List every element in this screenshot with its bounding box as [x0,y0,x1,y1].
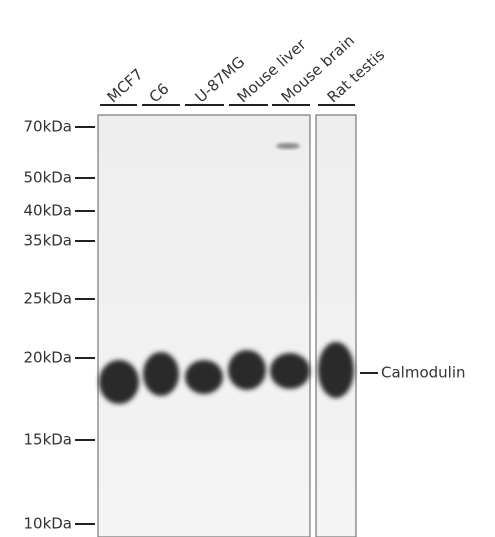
marker-label: 20kDa [23,349,72,367]
faint-band [276,143,300,149]
marker-label: 35kDa [23,232,72,250]
band [143,352,179,396]
band [318,342,354,398]
lane-labels: MCF7 C6 U-87MG Mouse liver Mouse brain R… [104,31,389,106]
lane-label: C6 [146,80,173,107]
marker-label: 40kDa [23,202,72,220]
marker-label: 15kDa [23,431,72,449]
band [185,360,223,394]
markers: 70kDa 50kDa 40kDa 35kDa 25kDa 20kDa 15kD… [23,118,95,533]
band-label: Calmodulin [381,364,466,382]
marker-label: 25kDa [23,290,72,308]
marker-label: 10kDa [23,515,72,533]
membrane-panel [315,114,357,537]
lane-label: MCF7 [104,65,147,106]
band [270,353,310,389]
bands [99,143,354,404]
marker-label: 70kDa [23,118,72,136]
band [228,350,266,390]
membrane-panel [97,114,311,537]
marker-label: 50kDa [23,169,72,187]
band [99,360,139,404]
